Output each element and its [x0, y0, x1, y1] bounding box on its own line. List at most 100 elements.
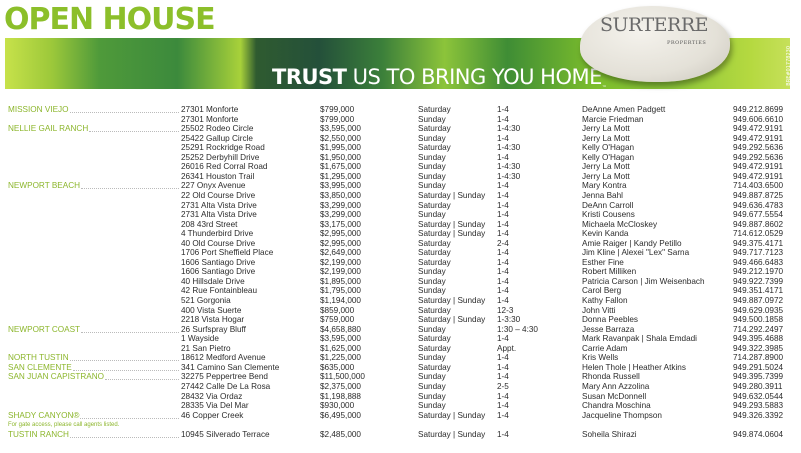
listing-day: Sunday [418, 381, 446, 391]
listing-address: 400 Vista Suerte [181, 305, 242, 315]
listing-row: 2731 Alta Vista Drive $3,299,000 Sunday 1-4… [0, 210, 801, 220]
listing-time: 1-4 [497, 114, 509, 124]
listing-row: 40 Old Course Drive $2,995,000 Saturday 2-4… [0, 239, 801, 249]
listing-time: 1-4 [497, 296, 509, 305]
listing-address: 1706 Port Sheffield Place [181, 248, 274, 258]
listing-row: SAN JUAN CAPISTRANO 32275 Peppertree Bend… [0, 372, 801, 382]
logo-pebble [580, 6, 730, 82]
gate-note: For gate access, please call agents list… [8, 421, 120, 428]
listing-day: Saturday | Sunday [418, 219, 486, 229]
dot-leader [105, 372, 179, 381]
listing-agent: Jerry La Mott [582, 171, 630, 181]
listing-price: $759,000 [320, 315, 355, 325]
listing-day: Saturday | Sunday [418, 229, 486, 239]
dot-leader [81, 325, 179, 333]
listing-time: 1-3:30 [497, 315, 521, 325]
listing-price: $1,995,000 [320, 143, 361, 153]
area-label: NORTH TUSTIN [8, 353, 180, 363]
listing-time: 1-4:30 [497, 143, 521, 153]
listing-address: 1 Wayside [181, 334, 219, 344]
listing-agent: Kelly O'Hagan [582, 143, 635, 153]
listing-day: Sunday [418, 353, 446, 363]
listing-agent: Patricia Carson | Jim Weisenbach [582, 276, 705, 286]
listing-day: Saturday | Sunday [418, 315, 486, 325]
listing-price: $2,995,000 [320, 229, 361, 239]
listing-day: Saturday | Sunday [418, 410, 486, 420]
area-name: MISSION VIEJO [8, 105, 69, 114]
listing-price: $3,995,000 [320, 181, 361, 191]
listing-row: 26016 Red Corral Road $1,675,000 Sunday 1-4… [0, 162, 801, 172]
listing-time: 1-4:30 [497, 162, 521, 172]
listing-time: 1-4 [497, 267, 509, 277]
listing-row: 22 Old Course Drive $3,850,000 Saturday | … [0, 191, 801, 201]
listing-phone: 949.629.0935 [733, 305, 784, 315]
listing-address: 42 Rue Fontainbleau [181, 286, 258, 296]
listing-price: $1,950,000 [320, 152, 361, 162]
listing-phone: 949.212.1970 [733, 267, 784, 277]
listing-day: Saturday [418, 143, 451, 153]
dot-leader [80, 411, 179, 419]
listing-row: 400 Vista Suerte $859,000 Saturday 12-3 John… [0, 306, 801, 316]
listing-agent: Mark Ravanpak | Shala Emdadi [582, 334, 697, 344]
listing-row: NORTH TUSTIN 18612 Medford Avenue $1,225,0… [0, 353, 801, 363]
listing-agent: Michaela McCloskey [582, 219, 658, 229]
listing-price: $2,199,000 [320, 257, 361, 267]
listing-phone: 949.292.5636 [733, 143, 784, 153]
listing-phone: 949.291.5024 [733, 362, 784, 372]
listing-address: 32275 Peppertree Bend [181, 372, 268, 382]
listing-time: 1-4 [497, 353, 509, 363]
listing-phone: 949.212.8699 [733, 105, 784, 114]
listing-row: 25422 Gallup Circle $2,550,000 Sunday 1-4 Je… [0, 134, 801, 144]
area-label: NELLIE GAIL RANCH [8, 124, 180, 134]
listing-price: $6,495,000 [320, 410, 361, 420]
listing-address: 28335 Via Del Mar [181, 401, 249, 411]
dot-leader [72, 363, 179, 371]
listing-day: Sunday [418, 114, 446, 124]
listing-phone: 949.472.9191 [733, 124, 784, 134]
listing-row: 25252 Derbyhill Drive $1,950,000 Sunday 1-4… [0, 153, 801, 163]
listing-day: Saturday | Sunday [418, 190, 486, 200]
listing-phone: 949.874.0604 [733, 429, 784, 439]
listing-agent: Marcie Friedman [582, 114, 644, 124]
listing-address: 40 Old Course Drive [181, 238, 256, 248]
listing-row: 27442 Calle De La Rosa $2,375,000 Sunday 2-… [0, 382, 801, 392]
listing-day: Sunday [418, 267, 446, 277]
listing-price: $3,850,000 [320, 190, 361, 200]
listing-phone: 714.612.0529 [733, 229, 784, 239]
listing-phone: 949.887.8725 [733, 190, 784, 200]
listing-address: 28432 Via Ordaz [181, 391, 243, 401]
listing-phone: 949.326.3392 [733, 410, 784, 420]
listing-row: 28432 Via Ordaz $1,198,888 Sunday 1-4 Susan … [0, 392, 801, 402]
listing-day: Saturday [418, 105, 451, 114]
brand-logo: SURTERRE [600, 14, 709, 36]
listing-day: Saturday [418, 257, 451, 267]
listing-agent: Amie Raiger | Kandy Petillo [582, 238, 682, 248]
listing-row: 40 Hillsdale Drive $1,895,000 Sunday 1-4 Pat… [0, 277, 801, 287]
listing-day: Saturday [418, 200, 451, 210]
listing-time: 1:30 – 4:30 [497, 324, 538, 334]
area-label: SAN CLEMENTE [8, 363, 180, 373]
listing-row: 21 San Pietro $1,625,000 Saturday Appt. Carr… [0, 344, 801, 354]
listing-price: $3,175,000 [320, 219, 361, 229]
listing-price: $1,225,000 [320, 353, 361, 363]
listing-day: Saturday [418, 305, 451, 315]
listing-address: 21 San Pietro [181, 343, 231, 353]
listing-agent: Kelly O'Hagan [582, 152, 635, 162]
listing-row: MISSION VIEJO 27301 Monforte $799,000 Satur… [0, 105, 801, 115]
listing-price: $859,000 [320, 305, 355, 315]
listing-row: 28335 Via Del Mar $930,000 Sunday 1-4 Chandr… [0, 401, 801, 411]
listing-phone: 949.717.7123 [733, 248, 784, 258]
listing-price: $1,295,000 [320, 171, 361, 181]
listing-time: 1-4 [497, 248, 509, 258]
listing-time: 2-4 [497, 238, 509, 248]
listing-address: 25502 Rodeo Circle [181, 124, 254, 134]
dot-leader [69, 105, 179, 113]
listing-price: $1,675,000 [320, 162, 361, 172]
listing-agent: Jerry La Mott [582, 162, 630, 172]
area-name: NORTH TUSTIN [8, 353, 69, 363]
listing-phone: 714.287.8900 [733, 353, 784, 363]
area-name: NEWPORT BEACH [8, 181, 81, 191]
listing-address: 25422 Gallup Circle [181, 133, 253, 143]
listing-row: 2218 Vista Hogar $759,000 Saturday | Sunda… [0, 315, 801, 325]
listing-address: 26 Surfspray Bluff [181, 324, 246, 334]
